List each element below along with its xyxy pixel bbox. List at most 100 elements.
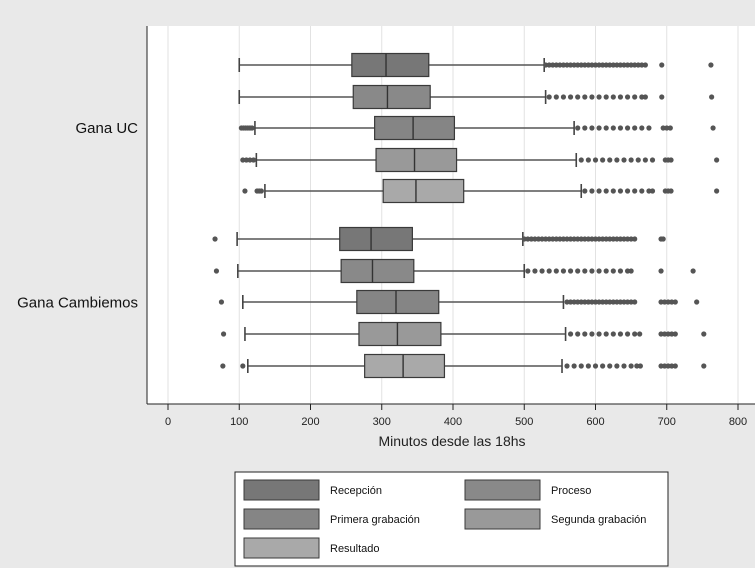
outlier-point [589, 236, 595, 242]
outlier-point [632, 94, 638, 100]
outlier-point [578, 236, 584, 242]
outlier-point [637, 331, 643, 337]
outlier-point [589, 62, 595, 68]
group-label: Gana UC [75, 120, 138, 137]
outlier-point [667, 125, 673, 131]
outlier-point [628, 236, 634, 242]
outlier-point [258, 188, 264, 194]
outlier-point [632, 125, 638, 131]
group-label: Gana Cambiemos [17, 295, 138, 312]
outlier-point [553, 268, 559, 274]
outlier-point [714, 157, 720, 163]
outlier-point [709, 94, 715, 100]
outlier-point [708, 62, 714, 68]
outlier-point [603, 62, 609, 68]
outlier-point [658, 268, 664, 274]
outlier-point [596, 188, 602, 194]
group-labels: Gana UC Gana Cambiemos [17, 120, 138, 312]
outlier-point [668, 157, 674, 163]
outlier-point [642, 157, 648, 163]
outlier-point [589, 188, 595, 194]
box-primera-grabación [218, 289, 700, 315]
outlier-point [596, 125, 602, 131]
outlier-point [662, 331, 668, 337]
outlier-point [596, 94, 602, 100]
outlier-point [624, 299, 631, 305]
outlier-point [575, 236, 581, 242]
outlier-point [628, 157, 634, 163]
outlier-point [701, 331, 707, 337]
outlier-point [624, 62, 631, 68]
outlier-point [632, 299, 638, 305]
outlier-point [578, 157, 584, 163]
outlier-point [614, 157, 620, 163]
outlier-point [582, 125, 588, 131]
outlier-point [646, 125, 652, 131]
box-proceso [213, 258, 696, 284]
outlier-point [690, 268, 696, 274]
legend-item: Recepción [243, 479, 382, 501]
outlier-point [571, 299, 577, 305]
outlier-point [600, 62, 606, 68]
outlier-point [571, 62, 577, 68]
outlier-point [582, 236, 588, 242]
outlier-point [582, 299, 588, 305]
outlier-point [550, 62, 556, 68]
outlier-point [600, 236, 606, 242]
x-axis-title: Minutos desde las 18hs [378, 433, 525, 449]
outlier-point [582, 331, 588, 337]
outlier-point [575, 125, 581, 131]
outlier-point [639, 125, 645, 131]
outlier-point [710, 125, 716, 131]
outlier-point [672, 363, 678, 369]
outlier-point [672, 299, 678, 305]
outlier-point [637, 363, 643, 369]
outlier-point [567, 62, 574, 68]
box-iqr [356, 289, 440, 315]
outlier-point [660, 236, 666, 242]
box-recepción [238, 52, 714, 78]
outlier-point [546, 62, 552, 68]
outlier-point [585, 157, 591, 163]
outlier-point [614, 363, 620, 369]
outlier-point [642, 94, 648, 100]
box-resultado [220, 353, 707, 379]
outlier-point [582, 188, 588, 194]
outlier-point [632, 331, 638, 337]
outlier-point [240, 157, 246, 163]
box-proceso [238, 84, 715, 110]
outlier-point [628, 299, 634, 305]
outlier-point [600, 363, 606, 369]
outlier-point [664, 125, 670, 131]
outlier-point [659, 62, 665, 68]
box-iqr [340, 258, 415, 284]
outlier-point [546, 268, 552, 274]
outlier-point [665, 363, 671, 369]
outlier-point [639, 94, 645, 100]
outlier-point [578, 62, 584, 68]
outlier-point [603, 236, 609, 242]
x-tick-label: 0 [165, 416, 171, 428]
outlier-point [528, 236, 534, 242]
outlier-point [617, 236, 624, 242]
outlier-point [589, 331, 595, 337]
outlier-point [662, 299, 668, 305]
plot-area [147, 26, 755, 404]
x-tick-label: 100 [230, 416, 248, 428]
outlier-point [617, 62, 624, 68]
outlier-point [624, 331, 631, 337]
outlier-point [617, 94, 624, 100]
outlier-point [694, 299, 700, 305]
outlier-point [621, 299, 627, 305]
outlier-point [603, 188, 609, 194]
outlier-point [521, 236, 527, 242]
outlier-point [575, 268, 581, 274]
outlier-point [672, 331, 678, 337]
outlier-point [621, 157, 627, 163]
outlier-point [617, 268, 624, 274]
x-tick-label: 700 [658, 416, 676, 428]
outlier-point [220, 363, 226, 369]
outlier-point [543, 236, 549, 242]
x-tick-label: 200 [301, 416, 319, 428]
outlier-point [546, 94, 552, 100]
